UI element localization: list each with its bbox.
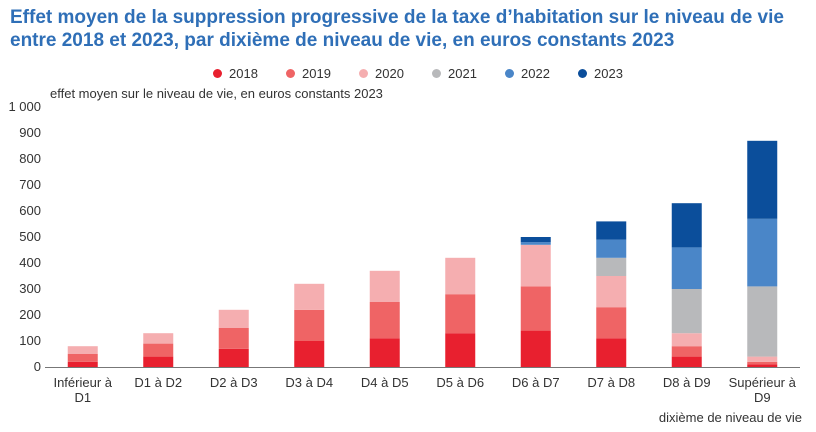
- legend-marker: [213, 69, 222, 79]
- bar-segment-2019: [294, 309, 325, 341]
- bar-segment-2018: [294, 341, 325, 367]
- legend-marker: [432, 69, 441, 79]
- bar-segment-2020: [369, 270, 400, 302]
- bar-segment-2019: [218, 328, 249, 349]
- bar-segment-2021: [747, 286, 778, 357]
- y-tick-label: 200: [19, 307, 41, 322]
- bar-segment-2019: [671, 346, 702, 357]
- bar-segment-2023: [671, 203, 702, 248]
- x-tick-label: D7 à D8: [587, 375, 635, 390]
- legend-item-2020: 2020: [359, 65, 404, 83]
- bar-segment-2021: [671, 289, 702, 334]
- bar-segment-2018: [445, 333, 476, 367]
- legend-marker: [286, 69, 295, 79]
- x-tick-label: D8 à D9: [663, 375, 711, 390]
- x-tick-label: Inférieur à D1: [53, 375, 112, 405]
- bar-segment-2020: [445, 257, 476, 295]
- y-tick-label: 100: [19, 333, 41, 348]
- bar-segment-2020: [671, 333, 702, 347]
- bar-segment-2021: [596, 257, 627, 276]
- y-tick-label: 700: [19, 177, 41, 192]
- bar-segment-2020: [520, 244, 551, 287]
- bar-segment-2022: [596, 239, 627, 258]
- legend-item-2022: 2022: [505, 65, 550, 83]
- bar-segment-2020: [218, 309, 249, 328]
- bar-segment-2018: [67, 361, 98, 367]
- bar-segment-2018: [143, 356, 174, 367]
- legend-marker: [505, 69, 514, 79]
- y-tick-label: 900: [19, 125, 41, 140]
- y-axis-label: effet moyen sur le niveau de vie, en eur…: [50, 86, 383, 101]
- bar-segment-2023: [596, 221, 627, 240]
- bar-segment-2022: [747, 218, 778, 287]
- legend: 2018 2019 2020 2021 2022 2023: [0, 65, 816, 83]
- legend-label: 2021: [448, 66, 477, 81]
- x-tick-label: D1 à D2: [134, 375, 182, 390]
- y-tick-label: 1 000: [8, 99, 41, 114]
- legend-label: 2023: [594, 66, 623, 81]
- bar-segment-2019: [369, 302, 400, 339]
- y-tick-label: 800: [19, 151, 41, 166]
- bar-segment-2020: [596, 276, 627, 308]
- legend-label: 2022: [521, 66, 550, 81]
- legend-item-2023: 2023: [578, 65, 623, 83]
- bar-segment-2020: [294, 283, 325, 310]
- bar-segment-2019: [747, 361, 778, 365]
- bar-segment-2018: [520, 330, 551, 367]
- x-tick-label: D3 à D4: [285, 375, 333, 390]
- bar-segment-2019: [143, 343, 174, 357]
- y-tick-label: 600: [19, 203, 41, 218]
- bar-segment-2018: [369, 338, 400, 367]
- legend-label: 2019: [302, 66, 331, 81]
- bar-segment-2020: [143, 333, 174, 344]
- bar-segment-2018: [747, 364, 778, 367]
- x-tick-label: Supérieur à D9: [729, 375, 797, 405]
- chart-title: Effet moyen de la suppression progressiv…: [10, 7, 784, 51]
- bar-segment-2018: [671, 356, 702, 367]
- bar-segment-2020: [67, 346, 98, 354]
- bar-segment-2022: [520, 242, 551, 245]
- legend-item-2018: 2018: [213, 65, 258, 83]
- bar-segment-2019: [520, 286, 551, 331]
- bar-segment-2019: [596, 307, 627, 339]
- bar-segment-2022: [671, 247, 702, 289]
- legend-item-2021: 2021: [432, 65, 477, 83]
- y-tick-label: 400: [19, 255, 41, 270]
- legend-label: 2020: [375, 66, 404, 81]
- bar-segment-2019: [67, 354, 98, 362]
- bar-segment-2018: [218, 348, 249, 367]
- y-tick-label: 300: [19, 281, 41, 296]
- legend-marker: [578, 69, 587, 79]
- x-axis-label: dixième de niveau de vie: [658, 410, 802, 425]
- x-tick-label: D4 à D5: [361, 375, 409, 390]
- x-tick-label: D5 à D6: [436, 375, 484, 390]
- x-tick-label: D2 à D3: [210, 375, 258, 390]
- legend-label: 2018: [229, 66, 258, 81]
- y-tick-label: 0: [34, 359, 41, 374]
- bar-segment-2023: [520, 237, 551, 243]
- bar-segment-2018: [596, 338, 627, 367]
- bar-segment-2023: [747, 140, 778, 219]
- x-tick-label: D6 à D7: [512, 375, 560, 390]
- bar-segment-2019: [445, 294, 476, 334]
- bar-segment-2020: [747, 356, 778, 362]
- legend-marker: [359, 69, 368, 79]
- y-tick-label: 500: [19, 229, 41, 244]
- legend-item-2019: 2019: [286, 65, 331, 83]
